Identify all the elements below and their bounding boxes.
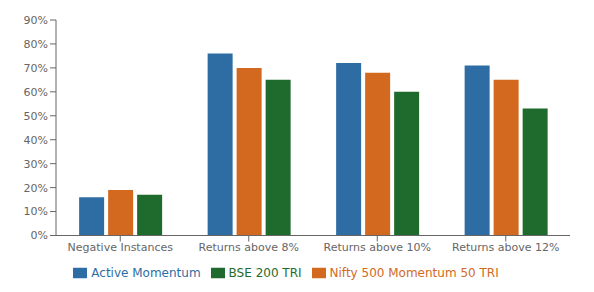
html-text:Nifty 500 Momentum 50 TRI: Nifty 500 Momentum 50 TRI: [329, 265, 499, 280]
svg-text:70%: 70%: [24, 62, 48, 75]
svg-text:Returns above 8%: Returns above 8%: [199, 241, 299, 254]
svg-text:20%: 20%: [24, 182, 48, 195]
svg-text:Returns above 10%: Returns above 10%: [324, 241, 431, 254]
svg-text:80%: 80%: [24, 38, 48, 51]
svg-text:60%: 60%: [24, 86, 48, 99]
svg-text:50%: 50%: [24, 110, 48, 123]
svg-text:30%: 30%: [24, 158, 48, 171]
svg-text:Returns above 12%: Returns above 12%: [452, 241, 559, 254]
svg-text:10%: 10%: [24, 205, 48, 218]
svg-text:0%: 0%: [31, 229, 48, 242]
svg-text:90%: 90%: [24, 14, 48, 27]
html-text:BSE 200 TRI: BSE 200 TRI: [228, 265, 302, 280]
svg-text:40%: 40%: [24, 134, 48, 147]
html-text:Active Momentum: Active Momentum: [91, 265, 201, 280]
svg-text:Negative Instances: Negative Instances: [68, 241, 174, 254]
